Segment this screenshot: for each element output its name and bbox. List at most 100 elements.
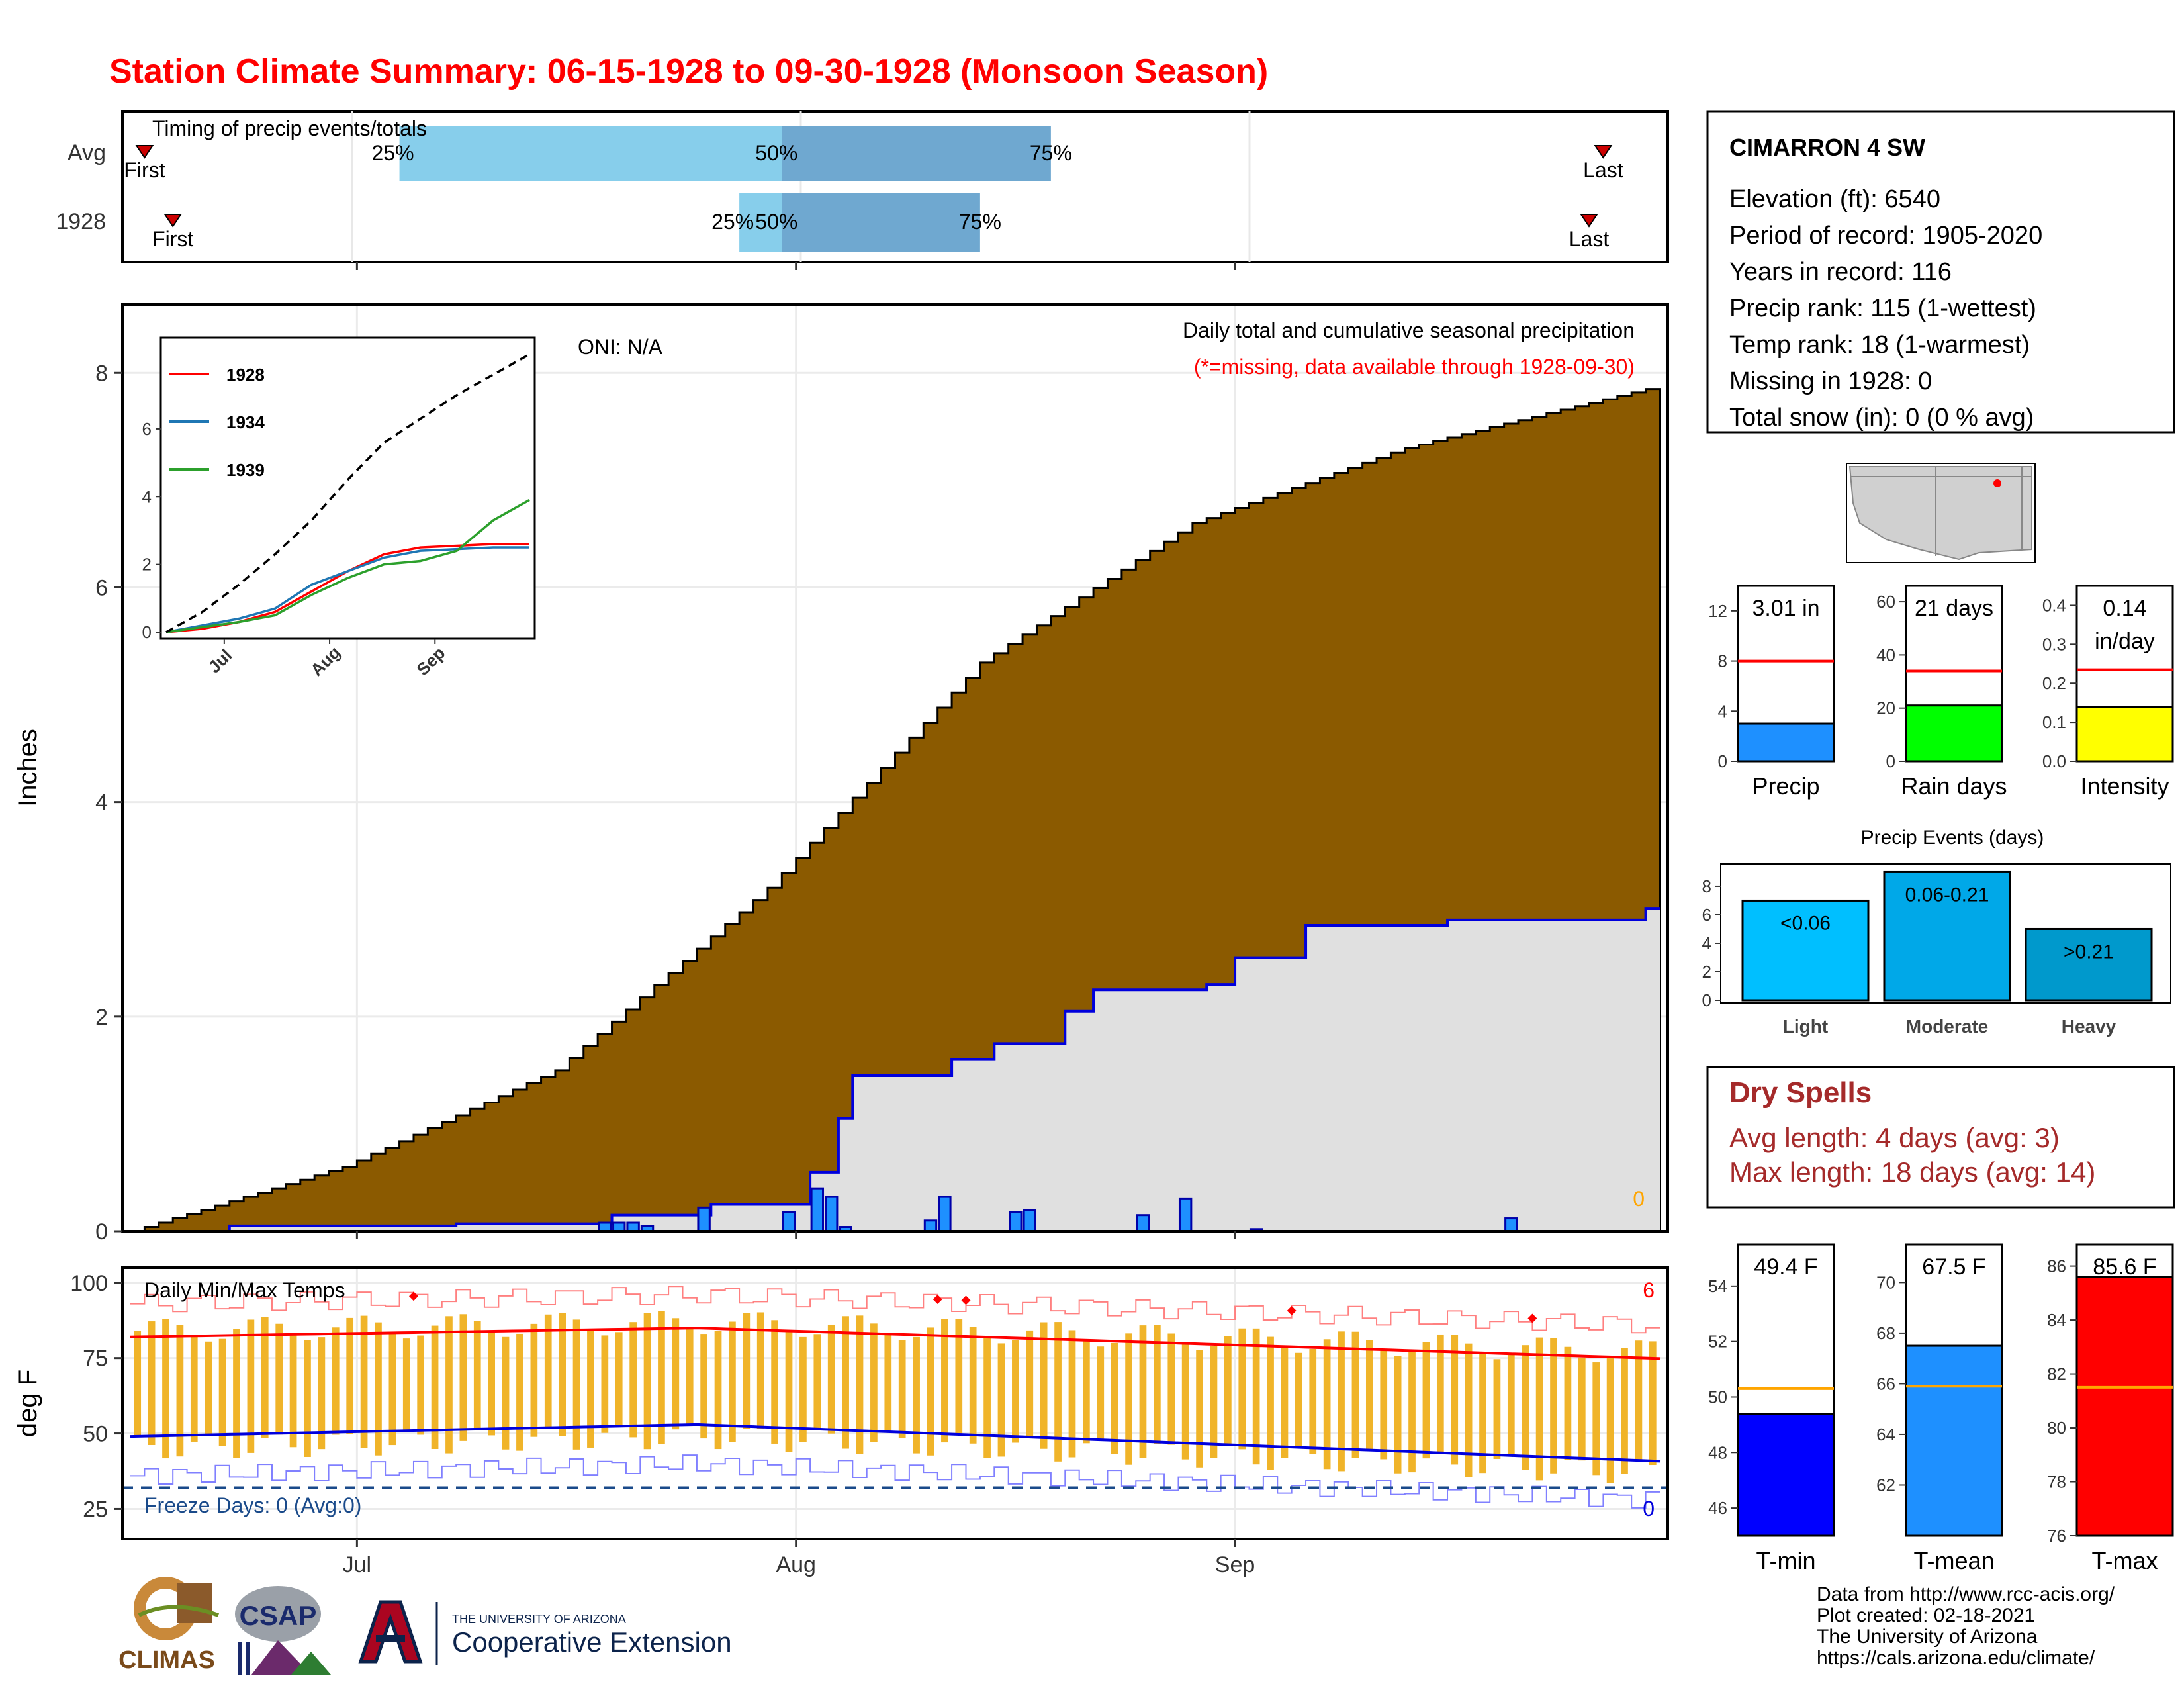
precip-ytick-label: 4 xyxy=(95,790,108,816)
daily-temp-bar xyxy=(1210,1346,1218,1458)
station-line: Period of record: 1905-2020 xyxy=(1729,222,2042,250)
daily-temp-bar xyxy=(672,1318,680,1430)
daily-temp-bar xyxy=(417,1335,425,1435)
daily-precip-bar xyxy=(923,1219,938,1233)
daily-temp-bar xyxy=(1068,1330,1076,1458)
daily-temp-bar xyxy=(813,1334,821,1430)
precip-event-bar-text: 0.06-0.21 xyxy=(1905,884,1989,906)
precip-caption: Daily total and cumulative seasonal prec… xyxy=(1183,318,1635,342)
daily-temp-bar xyxy=(304,1340,311,1457)
daily-temp-bar xyxy=(629,1322,637,1438)
daily-temp-bar xyxy=(1635,1340,1643,1462)
credits: Data from http://www.rcc-acis.org/ Plot … xyxy=(1817,1583,2115,1669)
daily-temp-bar xyxy=(1309,1348,1317,1454)
daily-temp-bar xyxy=(162,1319,169,1459)
precip-ylabel: Inches xyxy=(13,729,42,807)
inset-ytick-label: 0 xyxy=(142,622,152,642)
daily-temp-bar xyxy=(190,1335,198,1442)
summary-bar-tick: 76 xyxy=(2047,1526,2066,1546)
temperature-summary-bars: 46 48 50 52 54 49.4 F T-min 62 64 66 68 70 67.5 F T-m… xyxy=(1708,1243,2174,1574)
ua-small-text: THE UNIVERSITY OF ARIZONA xyxy=(452,1613,626,1626)
daily-temp-bar xyxy=(1493,1359,1501,1459)
summary-bar-label: Precip xyxy=(1752,773,1819,800)
daily-temp-bar xyxy=(473,1321,481,1430)
summary-bar-tick: 78 xyxy=(2047,1472,2066,1492)
daily-temp-bar xyxy=(530,1323,538,1437)
summary-bar-tick: 54 xyxy=(1708,1276,1727,1296)
summary-bar-tick: 66 xyxy=(1876,1374,1895,1393)
daily-temp-bar xyxy=(1083,1340,1090,1444)
events-ytick-label: 2 xyxy=(1702,962,1711,982)
summary-bar-tick: 0.3 xyxy=(2042,634,2066,654)
timing-pct-label: 75% xyxy=(959,210,1001,234)
timing-pct-label: 25% xyxy=(372,141,414,165)
timing-marker xyxy=(1580,214,1598,228)
daily-temp-bar xyxy=(218,1338,226,1446)
precip-event-bar xyxy=(1883,870,2011,1002)
summary-bar-tick: 0 xyxy=(1886,751,1895,771)
summary-bar-value xyxy=(2075,706,2174,763)
summary-bar-value xyxy=(1905,704,2003,763)
summary-bar-charts: 0 4 8 12 3.01 in Precip 0 20 40 60 21 days Rain day… xyxy=(1708,585,2174,800)
daily-precip-bar xyxy=(1009,1211,1023,1233)
daily-temp-bar xyxy=(1196,1350,1203,1468)
summary-bar-label: Intensity xyxy=(2080,773,2169,800)
daily-temp-bar xyxy=(601,1335,609,1433)
summary-bar-tick: 8 xyxy=(1718,651,1727,671)
station-info-box: CIMARRON 4 SW Elevation (ft): 6540 Perio… xyxy=(1706,110,2175,434)
timing-marker-label: First xyxy=(124,158,165,182)
dry-spells-box: Dry Spells Avg length: 4 days (avg: 3) M… xyxy=(1706,1066,2175,1209)
summary-bar-value-text: 85.6 F xyxy=(2093,1254,2156,1280)
timing-panel-label: Timing of precip events/totals xyxy=(152,117,427,140)
temp-xtick-label: Sep xyxy=(1215,1552,1255,1577)
timing-row-avg: Avg xyxy=(68,140,106,165)
daily-temp-bar xyxy=(870,1323,878,1442)
daily-temp-bar xyxy=(842,1316,849,1449)
inset-legend-label: 1934 xyxy=(226,412,265,432)
daily-precip-bar xyxy=(1178,1197,1193,1233)
daily-temp-bar xyxy=(1252,1328,1260,1465)
station-line: Missing in 1928: 0 xyxy=(1729,367,1932,395)
daily-temp-bar xyxy=(1323,1339,1331,1470)
daily-temp-bar xyxy=(729,1321,736,1442)
daily-temp-bar xyxy=(1535,1337,1543,1481)
precip-event-label: Light xyxy=(1783,1016,1828,1037)
daily-temp-bar xyxy=(700,1334,707,1439)
daily-precip-bar xyxy=(810,1187,825,1233)
missing-note: (*=missing, data available through 1928-… xyxy=(1194,355,1635,379)
daily-temp-bar xyxy=(1111,1342,1118,1454)
summary-bar-tick: 64 xyxy=(1876,1425,1895,1444)
station-location-dot xyxy=(1993,479,2001,487)
daily-temp-bar xyxy=(148,1321,156,1446)
ua-big-text: Cooperative Extension xyxy=(452,1626,732,1658)
daily-precip-bar xyxy=(697,1206,711,1233)
daily-temp-bar xyxy=(1436,1334,1444,1453)
events-ytick-label: 0 xyxy=(1702,990,1711,1010)
daily-temp-bar xyxy=(1365,1340,1373,1450)
daily-temp-bar xyxy=(969,1327,977,1444)
station-line: Precip rank: 115 (1-wettest) xyxy=(1729,295,2036,322)
daily-temp-bar xyxy=(502,1336,510,1450)
temp-ytick-label: 50 xyxy=(83,1422,108,1447)
summary-bar-tick: 0 xyxy=(1718,751,1727,771)
summary-bar-tick: 70 xyxy=(1876,1272,1895,1292)
daily-temp-bar xyxy=(756,1312,764,1429)
daily-temp-bar xyxy=(1125,1333,1132,1465)
summary-bar-tick: 48 xyxy=(1708,1442,1727,1462)
daily-temp-bar xyxy=(516,1333,523,1451)
summary-bar-value-text: 67.5 F xyxy=(1922,1254,1985,1280)
inset-series-line xyxy=(165,498,530,633)
station-line: Elevation (ft): 6540 xyxy=(1729,185,1940,213)
daily-temp-bar xyxy=(346,1317,354,1434)
daily-precip-bar xyxy=(1504,1217,1518,1233)
daily-temp-bar xyxy=(134,1331,142,1437)
daily-temp-bar xyxy=(1054,1322,1062,1462)
precip-ytick-label: 0 xyxy=(95,1219,108,1244)
credit-line: Plot created: 02-18-2021 xyxy=(1817,1605,2035,1626)
daily-temp-bar xyxy=(1522,1345,1529,1470)
station-name: CIMARRON 4 SW xyxy=(1729,134,1925,161)
timing-marker xyxy=(135,145,154,159)
station-line: Total snow (in): 0 (0 % avg) xyxy=(1729,404,2034,432)
